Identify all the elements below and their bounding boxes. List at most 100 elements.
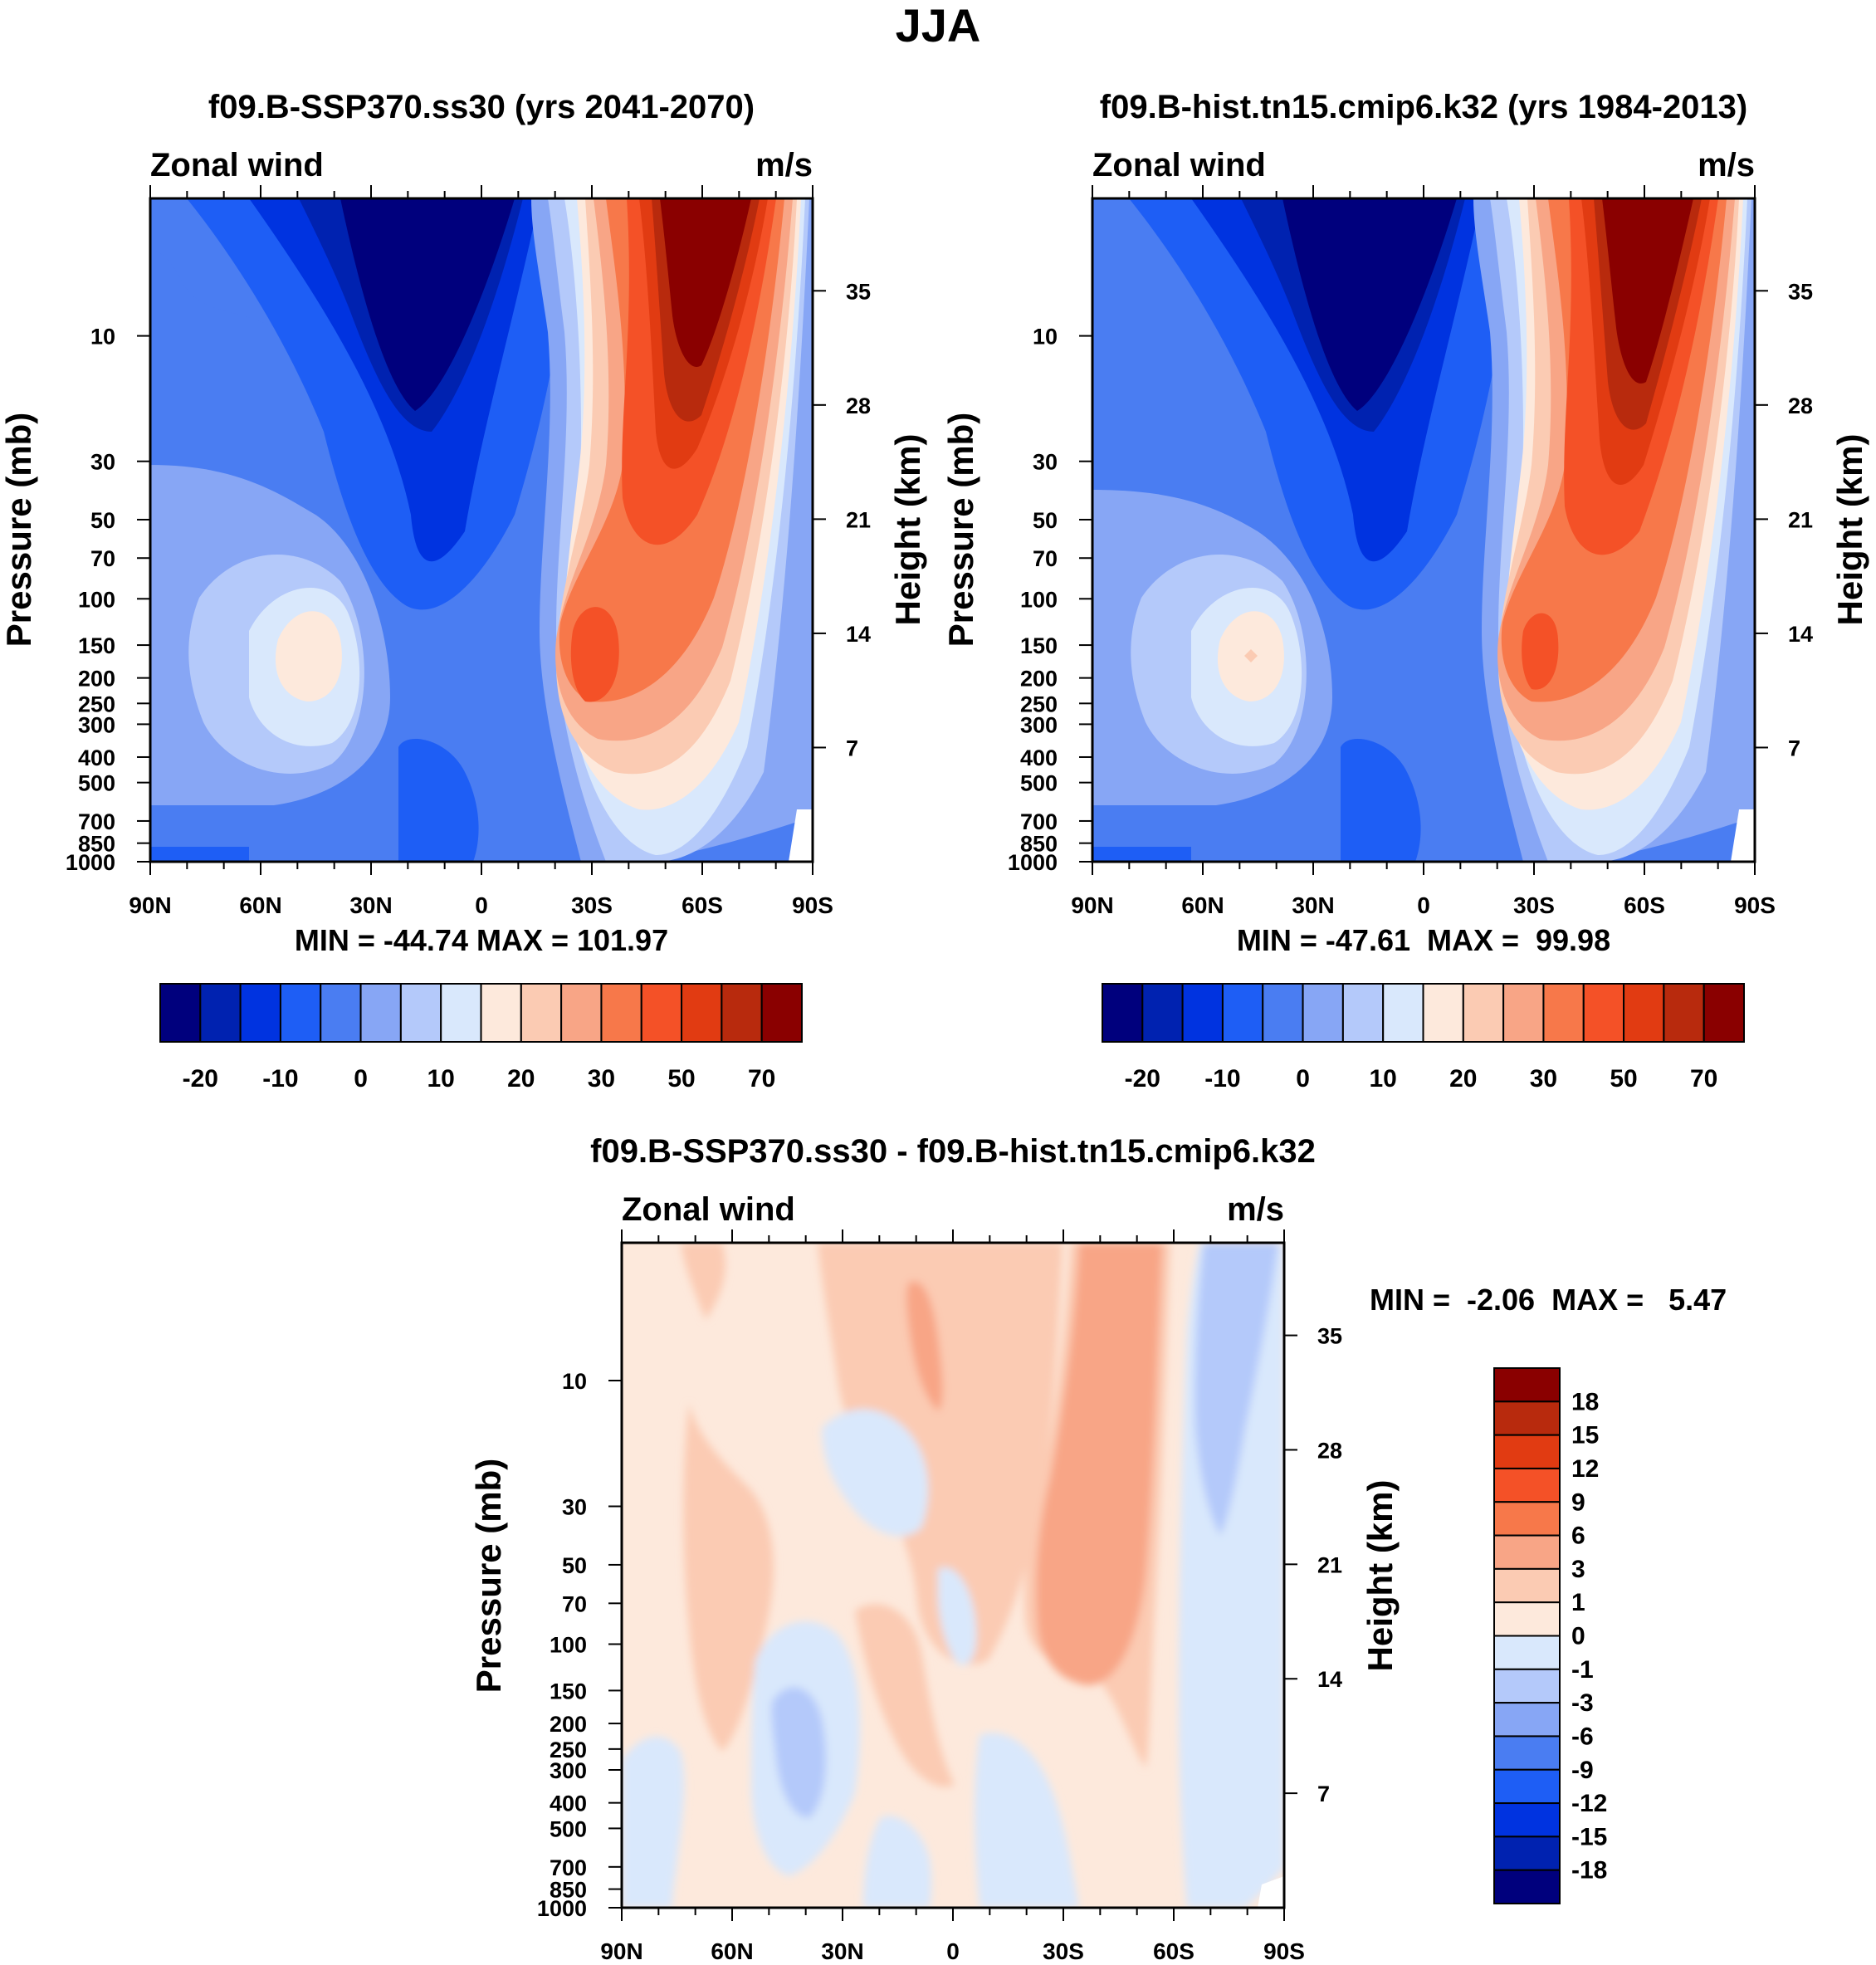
panel-diff-colorbar-label: -1 — [1571, 1656, 1594, 1684]
panel-diff-colorbar-label: -9 — [1571, 1757, 1594, 1784]
panel-diff-colorbar-swatch — [1493, 1835, 1561, 1871]
panel-diff-x-tick-label: 60S — [1153, 1938, 1194, 1964]
panel-diff-colorbar-label: -12 — [1571, 1790, 1607, 1817]
panel-diff-y-tick-label: 400 — [550, 1791, 587, 1816]
panel-hist-colorbar-label: 20 — [1449, 1065, 1477, 1092]
panel-hist-colorbar: -20 -10 0 10 20 30 50 70 — [1102, 983, 1745, 1092]
panel-diff-colorbar-swatch — [1493, 1869, 1561, 1904]
panel-diff-colorbar-label: 0 — [1571, 1623, 1585, 1650]
panel-diff-x-tick-label: 30N — [821, 1938, 863, 1964]
panel-diff-y-tick-label: 300 — [550, 1758, 587, 1783]
panel-diff-units-label: m/s — [1227, 1191, 1284, 1228]
panel-diff: f09.B-SSP370.ss30 - f09.B-hist.tn15.cmip… — [469, 1133, 1727, 1964]
panel-ssp370-x-tick-label: 30S — [571, 892, 613, 918]
panel-hist-y-tick-label: 100 — [1020, 587, 1058, 612]
panel-hist-y-tick-label: 200 — [1020, 667, 1058, 692]
panel-ssp370-y-tick-label: 400 — [78, 745, 115, 770]
panel-hist-colorbar-swatch — [1703, 983, 1745, 1043]
panel-ssp370-colorbar-label: 20 — [507, 1065, 535, 1092]
panel-ssp370-y-tick-label: 850 — [78, 832, 115, 857]
panel-hist-x-tick-label: 90S — [1734, 892, 1776, 918]
panel-hist-colorbar-swatch — [1502, 983, 1545, 1043]
panel-ssp370-y-tick-label: 300 — [78, 712, 115, 737]
panel-ssp370-colorbar-label: -10 — [262, 1065, 298, 1092]
panel-hist-colorbar-swatch — [1663, 983, 1705, 1043]
panel-hist-stats: MIN = -47.61 MAX = 99.98 — [1237, 923, 1610, 957]
panel-diff-height-tick-label: 14 — [1317, 1667, 1342, 1692]
panel-ssp370-y-tick-label: 70 — [90, 546, 115, 571]
panel-diff-stats: MIN = -2.06 MAX = 5.47 — [1370, 1283, 1727, 1317]
panel-hist-colorbar-label: 0 — [1296, 1065, 1310, 1092]
panel-hist-colorbar-swatch — [1181, 983, 1224, 1043]
panel-ssp370-colorbar-swatch — [159, 983, 202, 1043]
panel-ssp370-colorbar-swatch — [560, 983, 603, 1043]
panel-hist-height-tick-label: 35 — [1788, 279, 1813, 304]
panel-hist-height-tick-label: 21 — [1788, 507, 1813, 532]
panel-ssp370-ylabel-right: Height (km) — [888, 434, 927, 626]
panel-diff-colorbar-label: 18 — [1571, 1388, 1599, 1415]
panel-hist-colorbar-label: -10 — [1204, 1065, 1240, 1092]
panel-diff-colorbar-label: -15 — [1571, 1823, 1607, 1850]
panel-hist-colorbar-swatch — [1462, 983, 1505, 1043]
panel-diff-y-tick-label: 30 — [562, 1494, 587, 1519]
panel-diff-height-tick-label: 21 — [1317, 1552, 1342, 1577]
panel-hist-x-tick-label: 90N — [1071, 892, 1113, 918]
panel-ssp370-colorbar-swatch — [480, 983, 522, 1043]
panel-hist-colorbar-swatch — [1422, 983, 1464, 1043]
panel-hist-title: f09.B-hist.tn15.cmip6.k32 (yrs 1984-2013… — [1100, 89, 1747, 125]
panel-hist-x-tick-label: 30S — [1513, 892, 1555, 918]
panel-ssp370-x-tick-label: 90S — [792, 892, 833, 918]
panel-diff-colorbar-label: -3 — [1571, 1689, 1594, 1717]
panel-ssp370-axes: 90N 60N 30N 0 30S 60S 90S103050701001502002503… — [66, 185, 871, 918]
panel-diff-y-tick-label: 1000 — [537, 1896, 587, 1921]
panel-hist-x-tick-label: 60N — [1181, 892, 1224, 918]
panel-diff-colorbar-label: 3 — [1571, 1556, 1585, 1583]
panel-diff-colorbar-swatch — [1493, 1501, 1561, 1537]
panel-ssp370-x-tick-label: 90N — [129, 892, 171, 918]
panel-diff-y-tick-label: 250 — [550, 1738, 587, 1762]
panel-ssp370-colorbar-swatch — [199, 983, 242, 1043]
panel-ssp370-ylabel: Pressure (mb) — [0, 413, 38, 647]
panel-ssp370-height-tick-label: 35 — [846, 279, 871, 304]
panel-hist-height-tick-label: 28 — [1788, 393, 1813, 418]
panel-diff-y-tick-label: 50 — [562, 1553, 587, 1578]
panel-hist-colorbar-swatch — [1382, 983, 1424, 1043]
panel-diff-colorbar-label: 6 — [1571, 1523, 1585, 1550]
panel-hist-ylabel: Pressure (mb) — [941, 413, 980, 647]
panel-ssp370-colorbar-swatch — [681, 983, 723, 1043]
panel-hist-colorbar-swatch — [1221, 983, 1264, 1043]
panel-ssp370-colorbar-label: 0 — [354, 1065, 368, 1092]
panel-ssp370-colorbar-swatch — [279, 983, 322, 1043]
panel-hist-y-tick-label: 10 — [1033, 325, 1058, 349]
panel-ssp370-title: f09.B-SSP370.ss30 (yrs 2041-2070) — [208, 89, 755, 125]
panel-hist-x-tick-label: 60S — [1624, 892, 1665, 918]
panel-ssp370: f09.B-SSP370.ss30 (yrs 2041-2070) Zonal … — [0, 89, 927, 1092]
panel-ssp370-y-tick-label: 250 — [78, 692, 115, 716]
panel-diff-colorbar-label: -18 — [1571, 1857, 1607, 1884]
panel-ssp370-colorbar-swatch — [520, 983, 563, 1043]
panel-ssp370-colorbar-swatch — [359, 983, 402, 1043]
panel-hist-y-tick-label: 700 — [1020, 809, 1058, 834]
panel-hist-colorbar-swatch — [1623, 983, 1665, 1043]
panel-ssp370-y-tick-label: 1000 — [66, 850, 115, 875]
panel-diff-y-tick-label: 500 — [550, 1816, 587, 1841]
panel-ssp370-colorbar-label: 10 — [427, 1065, 455, 1092]
panel-hist-colorbar-label: 10 — [1370, 1065, 1397, 1092]
panel-ssp370-y-tick-label: 30 — [90, 450, 115, 475]
panel-hist-colorbar-swatch — [1542, 983, 1585, 1043]
panel-ssp370-x-tick-label: 60S — [682, 892, 723, 918]
panel-ssp370-x-tick-label: 0 — [475, 892, 488, 918]
panel-ssp370-units-label: m/s — [755, 147, 813, 183]
panel-hist-y-tick-label: 150 — [1020, 633, 1058, 658]
panel-diff-colorbar-swatch — [1493, 1702, 1561, 1738]
panel-diff-y-tick-label: 100 — [550, 1633, 587, 1658]
panel-diff-x-tick-label: 60N — [711, 1938, 753, 1964]
panel-ssp370-x-tick-label: 30N — [349, 892, 392, 918]
panel-hist-colorbar-label: -20 — [1125, 1065, 1160, 1092]
panel-diff-title: f09.B-SSP370.ss30 - f09.B-hist.tn15.cmip… — [590, 1133, 1316, 1170]
panel-ssp370-colorbar-label: 30 — [588, 1065, 615, 1092]
panel-diff-colorbar-swatch — [1493, 1668, 1561, 1704]
panel-ssp370-colorbar-label: -20 — [183, 1065, 218, 1092]
panel-diff-colorbar-swatch — [1493, 1367, 1561, 1403]
panel-hist-y-tick-label: 50 — [1033, 508, 1058, 533]
